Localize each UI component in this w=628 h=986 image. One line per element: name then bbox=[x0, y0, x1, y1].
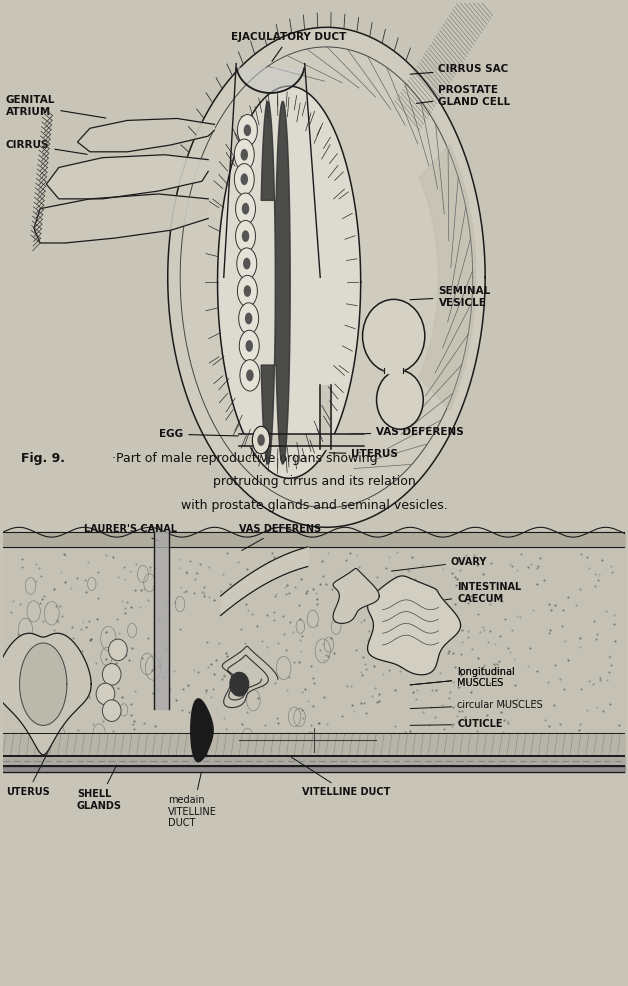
Text: longitudinal
MUSCLES: longitudinal MUSCLES bbox=[410, 667, 515, 688]
Circle shape bbox=[246, 370, 254, 382]
Polygon shape bbox=[217, 86, 360, 478]
Text: with prostate glands and seminal vesicles.: with prostate glands and seminal vesicle… bbox=[181, 499, 447, 512]
Circle shape bbox=[242, 203, 249, 215]
Polygon shape bbox=[77, 118, 214, 152]
Polygon shape bbox=[168, 28, 485, 528]
Polygon shape bbox=[19, 643, 67, 726]
Polygon shape bbox=[237, 68, 304, 93]
Circle shape bbox=[237, 247, 257, 279]
Text: VITELLINE DUCT: VITELLINE DUCT bbox=[291, 757, 390, 797]
Ellipse shape bbox=[377, 371, 423, 429]
Polygon shape bbox=[191, 699, 213, 762]
Text: Fig. 9.: Fig. 9. bbox=[21, 452, 65, 464]
Polygon shape bbox=[230, 672, 249, 696]
Polygon shape bbox=[419, 144, 476, 410]
Text: INTESTINAL
CAECUM: INTESTINAL CAECUM bbox=[429, 582, 521, 603]
Circle shape bbox=[239, 303, 259, 334]
Ellipse shape bbox=[362, 300, 425, 373]
Circle shape bbox=[241, 149, 248, 161]
Circle shape bbox=[242, 231, 249, 242]
Ellipse shape bbox=[109, 639, 127, 661]
Text: CIRRUS: CIRRUS bbox=[6, 140, 87, 155]
Circle shape bbox=[234, 139, 254, 171]
Circle shape bbox=[234, 164, 254, 195]
Text: UTERUS: UTERUS bbox=[329, 449, 398, 458]
Circle shape bbox=[237, 114, 257, 146]
Polygon shape bbox=[367, 576, 460, 674]
Circle shape bbox=[246, 340, 253, 352]
Circle shape bbox=[236, 221, 256, 251]
Circle shape bbox=[241, 174, 248, 185]
Polygon shape bbox=[34, 194, 208, 243]
Text: VAS DEFERENS: VAS DEFERENS bbox=[239, 525, 321, 550]
Circle shape bbox=[237, 275, 257, 307]
Text: EGG: EGG bbox=[159, 429, 243, 439]
Text: medain
VITELLINE
DUCT: medain VITELLINE DUCT bbox=[168, 772, 217, 828]
Ellipse shape bbox=[96, 683, 115, 705]
Text: GENITAL
ATRIUM: GENITAL ATRIUM bbox=[6, 95, 106, 118]
Circle shape bbox=[243, 257, 251, 269]
Circle shape bbox=[244, 285, 251, 297]
Text: OVARY: OVARY bbox=[391, 557, 487, 571]
Polygon shape bbox=[46, 155, 208, 199]
Text: CIRRUS SAC: CIRRUS SAC bbox=[410, 64, 509, 75]
Text: EJACULATORY DUCT: EJACULATORY DUCT bbox=[231, 33, 347, 61]
Circle shape bbox=[239, 330, 259, 362]
Circle shape bbox=[240, 360, 260, 391]
Polygon shape bbox=[0, 633, 91, 754]
Text: VAS DEFERENS: VAS DEFERENS bbox=[348, 427, 464, 437]
Circle shape bbox=[244, 124, 251, 136]
Polygon shape bbox=[333, 569, 379, 623]
Text: SEMINAL
VESICLE: SEMINAL VESICLE bbox=[410, 286, 490, 308]
Circle shape bbox=[236, 193, 256, 225]
Ellipse shape bbox=[102, 700, 121, 722]
Text: longitudinal
MUSCLES: longitudinal MUSCLES bbox=[410, 667, 515, 688]
Text: CUTICLE: CUTICLE bbox=[410, 720, 502, 730]
Text: UTERUS: UTERUS bbox=[6, 745, 51, 797]
Circle shape bbox=[252, 426, 270, 454]
Text: PROSTATE
GLAND CELL: PROSTATE GLAND CELL bbox=[416, 85, 511, 106]
Text: SHELL
GLANDS: SHELL GLANDS bbox=[77, 765, 122, 810]
Polygon shape bbox=[222, 646, 278, 708]
Circle shape bbox=[257, 434, 265, 446]
Circle shape bbox=[245, 313, 252, 324]
Text: LAURER'S CANAL: LAURER'S CANAL bbox=[84, 525, 177, 541]
Text: circular MUSCLES: circular MUSCLES bbox=[410, 700, 543, 710]
Text: protruding cirrus and its relation: protruding cirrus and its relation bbox=[213, 475, 415, 488]
Text: ·Part of male reproductive organs showing: ·Part of male reproductive organs showin… bbox=[112, 452, 377, 464]
Ellipse shape bbox=[102, 664, 121, 685]
